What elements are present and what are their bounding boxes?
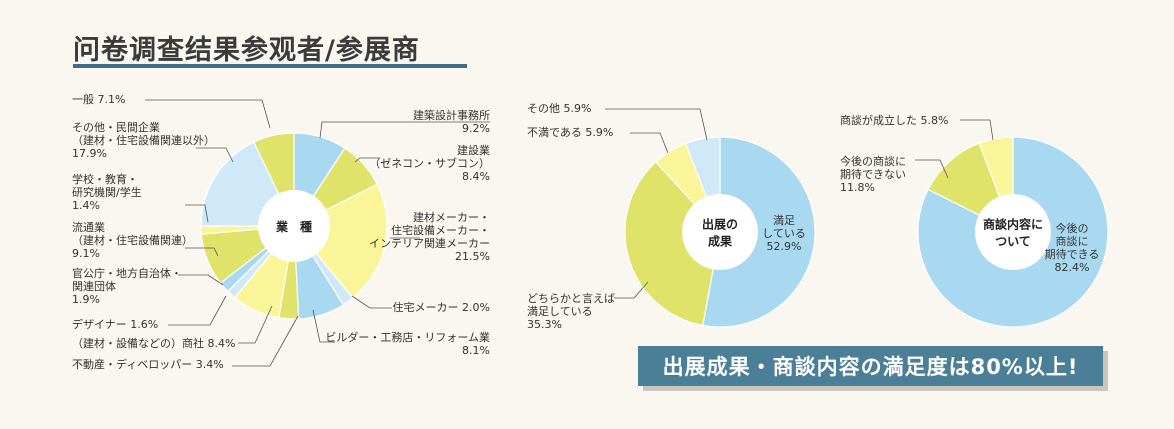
pie-center-1	[682, 194, 758, 270]
pie-slice-1-1	[624, 161, 721, 327]
pie-label-2-0: 期待できる	[1045, 247, 1100, 261]
pie-label-0-10: 学校・教育・	[72, 172, 138, 186]
pie-label-2-2: 商談が成立した 5.8%	[840, 113, 948, 127]
pie-label-0-10: 研究機関/学生	[72, 185, 142, 199]
leader-line-0-0	[319, 121, 490, 139]
conclusion-banner: 出展成果・商談内容の満足度は80%以上!	[638, 346, 1103, 386]
leader-line-0-3	[351, 295, 392, 309]
pie-label-1-0: 52.9%	[767, 240, 802, 253]
pie-label-1-3: その他 5.9%	[527, 102, 591, 115]
pie-slice-0-2	[293, 183, 388, 299]
pie-label-2-0: 商談に	[1056, 234, 1089, 248]
pie-label-0-0: 建築設計事務所	[413, 108, 490, 122]
pie-label-0-2: 建材メーカー・	[413, 210, 490, 224]
pie-label-0-1: 8.4%	[462, 170, 490, 183]
pie-label-0-1: （ゼネコン・サブコン）	[369, 156, 490, 170]
pie-label-0-0: 9.2%	[462, 122, 490, 135]
pie-label-2-1: 11.8%	[840, 181, 875, 194]
pie-label-0-11: （建材・住宅設備関連以外）	[72, 133, 215, 147]
pie-label-0-4: 8.1%	[462, 344, 490, 357]
pie-label-0-11: その他・民間企業	[72, 120, 160, 134]
negotiation-pie-chart: 商談内容について今後の商談に期待できる82.4%今後の商談に期待できない11.8…	[840, 113, 1109, 328]
pie-center-label-0: 業 種	[275, 219, 312, 234]
pie-label-0-3: 住宅メーカー 2.0%	[393, 300, 490, 314]
leader-line-0-4	[312, 309, 335, 343]
pie-slice-1-0	[702, 136, 816, 328]
leader-line-0-7	[168, 295, 227, 326]
pie-label-2-1: 期待できない	[840, 167, 906, 181]
pie-label-0-9: （建材・住宅設備関連）	[72, 233, 193, 247]
pie-center-label-2: ついて	[995, 235, 1031, 249]
pie-label-1-0: 満足	[773, 214, 795, 227]
pie-label-0-9: 9.1%	[72, 247, 100, 260]
pie-label-0-11: 17.9%	[72, 147, 107, 160]
leader-line-0-5	[232, 315, 299, 367]
pie-label-1-1: 35.3%	[527, 318, 562, 331]
pie-label-1-0: している	[762, 227, 806, 240]
pie-center-0	[258, 190, 330, 262]
pie-label-0-4: ビルダー・工務店・リフォーム業	[325, 330, 490, 344]
pie-label-2-0: 今後の	[1056, 221, 1089, 235]
pie-label-1-1: 満足している	[527, 305, 593, 318]
pie-center-label-2: 商談内容に	[983, 217, 1043, 232]
pie-label-0-8: 関連団体	[72, 279, 116, 293]
pie-label-0-6: （建材・設備などの）商社 8.4%	[72, 336, 235, 350]
pie-center-2	[975, 194, 1051, 270]
industry-pie-chart: 業 種建築設計事務所9.2%建設業（ゼネコン・サブコン）8.4%建材メーカー・住…	[72, 93, 490, 371]
pie-label-0-8: 官公庁・地方自治体・	[72, 266, 182, 280]
leader-line-1-3	[605, 108, 708, 141]
pie-center-label-1: 成果	[708, 234, 732, 249]
pie-label-0-2: 21.5%	[455, 250, 490, 263]
pie-label-0-10: 1.4%	[72, 199, 100, 212]
leader-line-2-1	[915, 159, 949, 179]
title-underline	[73, 64, 467, 68]
pie-label-0-2: インテリア関連メーカー	[369, 236, 490, 250]
pie-label-1-2: 不満である 5.9%	[527, 126, 613, 139]
leader-line-0-11	[196, 147, 234, 163]
pie-label-0-5: 不動産・ディベロッパー 3.4%	[72, 357, 224, 371]
pie-label-0-7: デザイナー 1.6%	[72, 317, 158, 331]
leader-line-0-1	[354, 157, 380, 163]
exhibit-results-pie-chart: 出展の成果満足している52.9%どちらかと言えば満足している35.3%不満である…	[527, 102, 816, 331]
pie-label-1-1: どちらかと言えば	[527, 292, 615, 305]
pie-label-0-8: 1.9%	[72, 293, 100, 306]
pie-label-0-2: 住宅設備メーカー・	[391, 223, 490, 237]
pie-label-2-1: 今後の商談に	[840, 154, 906, 168]
pie-label-0-12: 一般 7.1%	[72, 93, 125, 106]
pie-label-0-9: 流通業	[72, 220, 105, 234]
pie-label-2-0: 82.4%	[1055, 261, 1090, 274]
leader-line-0-10	[185, 204, 209, 223]
leader-line-0-9	[185, 247, 219, 257]
leader-line-1-1	[614, 281, 649, 299]
pie-label-0-1: 建設業	[457, 143, 490, 157]
leader-line-0-12	[145, 99, 271, 129]
leader-line-0-6	[238, 305, 273, 344]
leader-line-1-2	[630, 132, 669, 154]
page-title: 问卷调查结果参观者/参展商	[73, 35, 420, 66]
leader-line-2-2	[960, 119, 994, 141]
pie-center-label-1: 出展の	[702, 217, 738, 232]
leader-line-0-8	[178, 274, 224, 286]
